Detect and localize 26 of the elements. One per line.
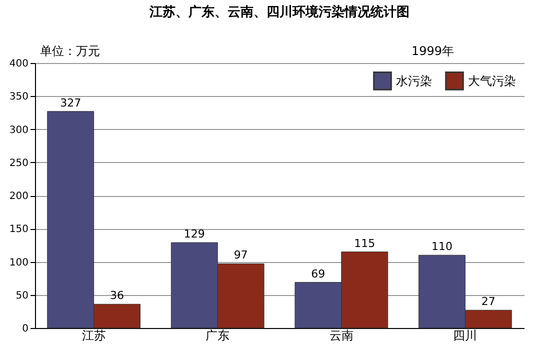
data-label: 129 bbox=[184, 228, 205, 241]
y-tick-label: 150 bbox=[9, 224, 28, 236]
data-label: 115 bbox=[354, 236, 376, 250]
x-tick-label: 江苏 bbox=[82, 328, 106, 342]
data-label: 327 bbox=[60, 96, 82, 110]
data-label: 27 bbox=[481, 295, 496, 308]
x-tick-label: 广东 bbox=[206, 328, 230, 342]
y-tick-label: 400 bbox=[9, 58, 28, 70]
legend-label: 水污染 bbox=[396, 74, 432, 88]
y-tick-label: 200 bbox=[9, 191, 28, 202]
data-label: 36 bbox=[110, 289, 124, 302]
data-label: 110 bbox=[431, 240, 452, 254]
x-tick-label: 四川 bbox=[453, 328, 478, 342]
x-tick-label: 云南 bbox=[329, 328, 354, 342]
y-tick-label: 100 bbox=[9, 257, 28, 268]
data-label: 69 bbox=[311, 267, 326, 280]
data-label: 97 bbox=[234, 248, 248, 262]
text: 单位：万元 bbox=[40, 44, 100, 58]
y-tick-label: 350 bbox=[9, 92, 28, 103]
y-tick-label: 300 bbox=[9, 124, 28, 136]
text: 1999年 bbox=[411, 44, 454, 58]
legend-label: 大气污染 bbox=[468, 74, 516, 88]
y-tick-label: 50 bbox=[16, 290, 28, 302]
y-tick-label: 0 bbox=[22, 324, 28, 334]
y-tick-label: 250 bbox=[9, 158, 28, 169]
chart-title: 江苏、广东、云南、四川环境污染情况统计图 bbox=[148, 4, 410, 20]
